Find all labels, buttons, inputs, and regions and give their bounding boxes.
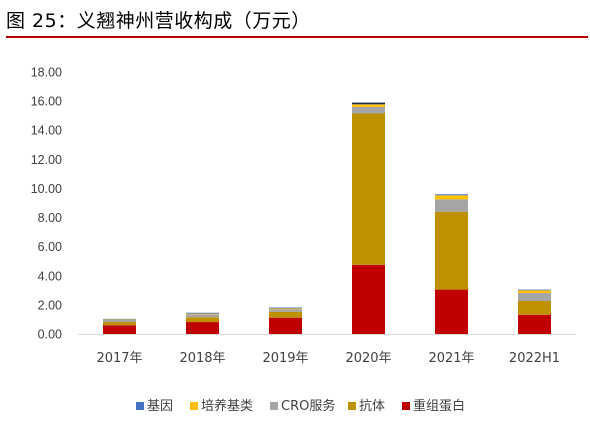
bar-segment-重组蛋白-2017年 <box>103 325 136 334</box>
bar-segment-基因-2017年 <box>103 318 136 320</box>
legend-swatch-培养基类 <box>190 402 198 410</box>
y-tick-label: 14.00 <box>31 124 62 138</box>
legend-label: CRO服务 <box>281 398 335 414</box>
legend-label: 重组蛋白 <box>413 398 465 414</box>
y-tick-label: 4.00 <box>38 269 62 283</box>
legend-swatch-CRO服务 <box>270 402 278 410</box>
bar-segment-基因-2022H1 <box>518 289 551 291</box>
legend-label: 抗体 <box>359 399 385 414</box>
bar-segment-抗体-2021年 <box>435 211 468 290</box>
bar-segment-培养基类-2022H1 <box>518 290 551 293</box>
y-tick-label: 10.00 <box>31 182 62 196</box>
bar-segment-基因-2019年 <box>269 307 302 309</box>
x-tick-label: 2018年 <box>179 351 225 366</box>
bar-segment-基因-2020年 <box>352 102 385 105</box>
y-tick-label: 12.00 <box>31 153 62 167</box>
legend-label: 基因 <box>147 399 173 414</box>
y-tick-label: 8.00 <box>38 211 62 225</box>
bar-segment-培养基类-2019年 <box>269 308 302 310</box>
title-underline <box>6 36 588 38</box>
x-tick-label: 2021年 <box>428 351 474 366</box>
y-tick-label: 0.00 <box>38 328 62 342</box>
legend-swatch-基因 <box>136 402 144 410</box>
bar-segment-重组蛋白-2019年 <box>269 317 302 334</box>
bar-segment-重组蛋白-2018年 <box>186 322 219 334</box>
bar-segment-重组蛋白-2021年 <box>435 289 468 334</box>
y-tick-label: 16.00 <box>31 95 62 109</box>
bar-segment-CRO服务-2020年 <box>352 106 385 114</box>
bar-segment-抗体-2017年 <box>103 322 136 326</box>
bar-segment-CRO服务-2021年 <box>435 199 468 212</box>
bar-segment-抗体-2022H1 <box>518 300 551 315</box>
bar-segment-CRO服务-2019年 <box>269 309 302 312</box>
y-tick-label: 2.00 <box>38 298 62 312</box>
figure-title: 图 25：义翘神州营收构成（万元） <box>6 10 311 32</box>
legend-swatch-重组蛋白 <box>402 402 410 410</box>
x-tick-label: 2017年 <box>96 351 142 366</box>
legend-label: 培养基类 <box>201 398 253 414</box>
bar-segment-重组蛋白-2022H1 <box>518 314 551 334</box>
bar-segment-抗体-2020年 <box>352 113 385 265</box>
x-tick-label: 2022H1 <box>509 351 560 366</box>
bar-segment-CRO服务-2022H1 <box>518 292 551 301</box>
y-tick-label: 18.00 <box>31 66 62 80</box>
bar-segment-培养基类-2018年 <box>186 313 219 315</box>
y-tick-label: 6.00 <box>38 240 62 254</box>
bar-segment-抗体-2018年 <box>186 317 219 323</box>
bar-segment-重组蛋白-2020年 <box>352 264 385 334</box>
bar-segment-培养基类-2021年 <box>435 195 468 200</box>
bar-segment-抗体-2019年 <box>269 311 302 318</box>
bar-segment-CRO服务-2018年 <box>186 314 219 318</box>
x-tick-label: 2020年 <box>345 351 391 366</box>
x-tick-label: 2019年 <box>262 351 308 366</box>
bar-segment-基因-2018年 <box>186 312 219 314</box>
bar-segment-培养基类-2020年 <box>352 104 385 107</box>
bar-segment-基因-2021年 <box>435 194 468 196</box>
legend-swatch-抗体 <box>348 402 356 410</box>
bar-segment-CRO服务-2017年 <box>103 319 136 323</box>
